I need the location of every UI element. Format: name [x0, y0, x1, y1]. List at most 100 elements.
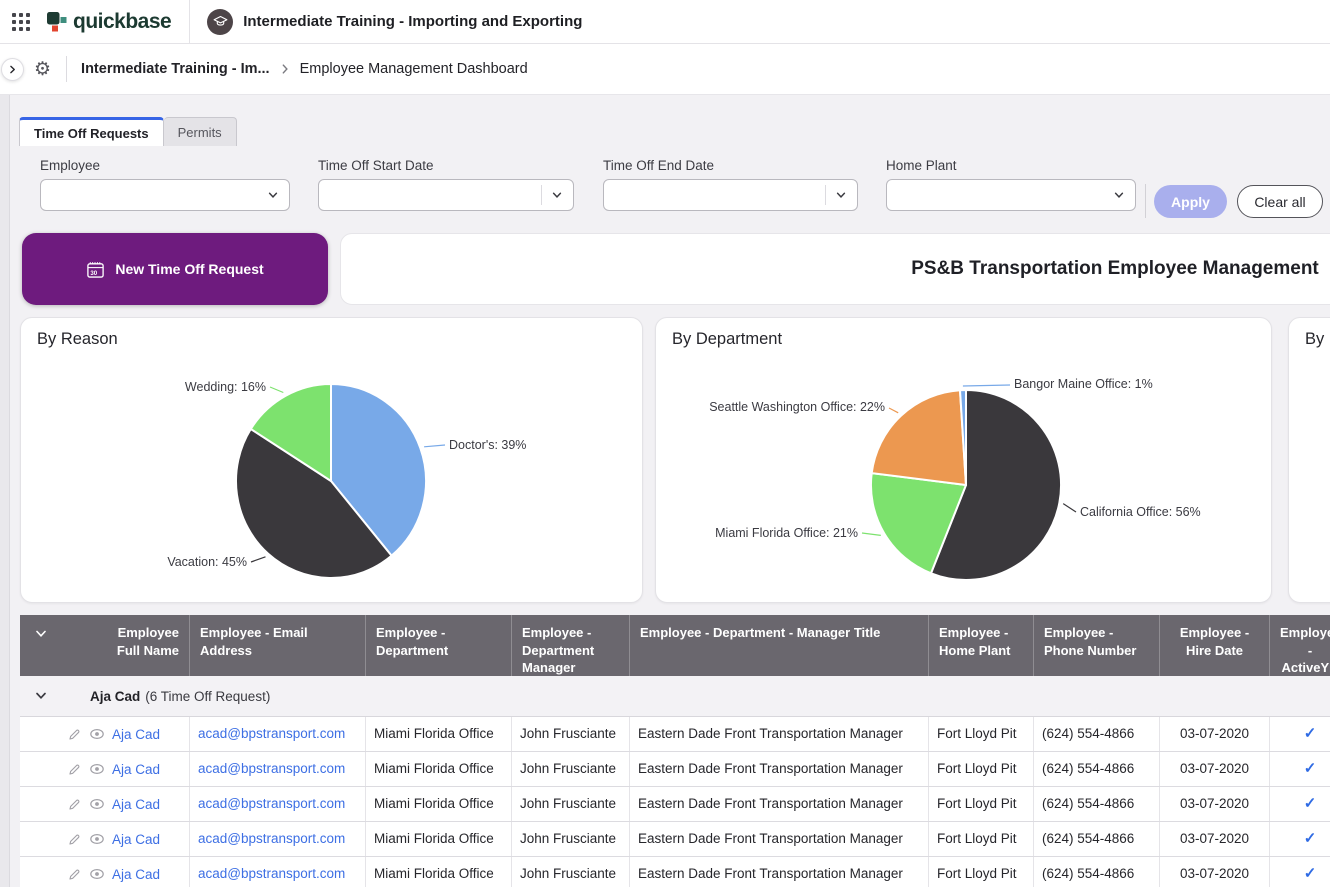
graduation-cap-icon — [207, 9, 233, 35]
column-header-hire-date[interactable]: Employee - Hire Date — [1160, 615, 1270, 677]
table-row: Aja Cad acad@bpstransport.com Miami Flor… — [20, 787, 1330, 822]
column-header-manager-title[interactable]: Employee - Department - Manager Title — [630, 615, 929, 677]
employee-name-link[interactable]: Aja Cad — [112, 858, 160, 887]
edit-record-icon[interactable] — [67, 832, 82, 847]
active-checkmark: ✓ — [1270, 787, 1330, 821]
manager-title-cell: Eastern Dade Front Transportation Manage… — [630, 717, 929, 751]
employee-name-link[interactable]: Aja Cad — [112, 788, 160, 821]
email-cell: acad@bpstransport.com — [190, 822, 366, 856]
table-row: Aja Cad acad@bpstransport.com Miami Flor… — [20, 752, 1330, 787]
active-checkmark: ✓ — [1270, 717, 1330, 751]
current-app[interactable]: Intermediate Training - Importing and Ex… — [207, 9, 582, 35]
employee-name-cell: Aja Cad — [61, 717, 190, 751]
manager-title-cell: Eastern Dade Front Transportation Manage… — [630, 822, 929, 856]
home-plant-cell: Fort Lloyd Pit — [929, 822, 1034, 856]
collapse-all-groups-button[interactable] — [20, 615, 61, 677]
column-header-phone[interactable]: Employee - Phone Number — [1034, 615, 1160, 677]
apply-button[interactable]: Apply — [1154, 185, 1227, 218]
pie-label: Miami Florida Office: 21% — [715, 526, 858, 540]
chevron-down-icon — [267, 189, 279, 201]
employee-name-cell: Aja Cad — [61, 752, 190, 786]
edit-record-icon[interactable] — [67, 867, 82, 882]
dashboard-title-card: PS&B Transportation Employee Management — [340, 233, 1330, 305]
quickbase-logo[interactable]: quickbase — [46, 10, 171, 34]
pie-chart-by-reason: Doctor's: 39%Vacation: 45%Wedding: 16% — [21, 318, 644, 604]
new-time-off-request-button[interactable]: 30 New Time Off Request — [22, 233, 328, 305]
view-record-icon[interactable] — [89, 866, 105, 882]
start-date-select[interactable] — [318, 179, 574, 211]
clear-all-button[interactable]: Clear all — [1237, 185, 1323, 218]
table-row: Aja Cad acad@bpstransport.com Miami Flor… — [20, 857, 1330, 887]
column-header-active[interactable]: Employee - ActiveYN — [1270, 615, 1330, 677]
end-date-select[interactable] — [603, 179, 858, 211]
employee-select[interactable] — [40, 179, 290, 211]
pie-slice[interactable] — [872, 390, 966, 485]
employee-email-link[interactable]: acad@bpstransport.com — [198, 726, 345, 741]
employee-email-link[interactable]: acad@bpstransport.com — [198, 761, 345, 776]
settings-gear-icon[interactable]: ⚙︎ — [34, 60, 51, 79]
edit-record-icon[interactable] — [67, 797, 82, 812]
employee-email-link[interactable]: acad@bpstransport.com — [198, 796, 345, 811]
department-manager-cell: John Frusciante — [512, 752, 630, 786]
department-manager-cell: John Frusciante — [512, 822, 630, 856]
employee-name-cell: Aja Cad — [61, 857, 190, 887]
tab-permits[interactable]: Permits — [164, 117, 237, 146]
chevron-down-icon — [835, 189, 847, 201]
home-plant-select[interactable] — [886, 179, 1136, 211]
filter-home-plant-label: Home Plant — [886, 158, 1136, 173]
pie-label: California Office: 56% — [1080, 505, 1201, 519]
group-row[interactable]: Aja Cad (6 Time Off Request) — [20, 676, 1330, 717]
employee-name-cell: Aja Cad — [61, 787, 190, 821]
employee-name-link[interactable]: Aja Cad — [112, 718, 160, 751]
department-cell: Miami Florida Office — [366, 822, 512, 856]
group-name: Aja Cad — [90, 689, 140, 704]
breadcrumb-chevron-icon — [280, 63, 290, 75]
employee-name-link[interactable]: Aja Cad — [112, 823, 160, 856]
phone-cell: (624) 554-4866 — [1034, 752, 1160, 786]
column-header-home-plant[interactable]: Employee - Home Plant — [929, 615, 1034, 677]
page-toolbar: ⚙︎ Intermediate Training - Im... Employe… — [0, 44, 1330, 95]
row-spacer-cell — [20, 857, 61, 887]
active-checkmark: ✓ — [1270, 752, 1330, 786]
edit-record-icon[interactable] — [67, 727, 82, 742]
employee-name-link[interactable]: Aja Cad — [112, 753, 160, 786]
filter-actions-divider — [1145, 184, 1146, 218]
email-cell: acad@bpstransport.com — [190, 787, 366, 821]
pie-label-leader-line — [1063, 504, 1076, 512]
pie-label-leader-line — [889, 408, 898, 413]
expand-sidebar-button[interactable] — [1, 58, 24, 81]
edit-record-icon[interactable] — [67, 762, 82, 777]
pie-label: Vacation: 45% — [167, 555, 247, 569]
department-manager-cell: John Frusciante — [512, 857, 630, 887]
app-launcher-icon[interactable] — [12, 13, 30, 31]
svg-text:30: 30 — [91, 269, 98, 276]
column-header-department-manager[interactable]: Employee - Department Manager — [512, 615, 630, 677]
column-header-full-name[interactable]: Employee Full Name — [61, 615, 190, 677]
department-cell: Miami Florida Office — [366, 752, 512, 786]
phone-cell: (624) 554-4866 — [1034, 857, 1160, 887]
column-header-department[interactable]: Employee - Department — [366, 615, 512, 677]
chart-title: By Department — [672, 330, 782, 349]
filter-start-date: Time Off Start Date — [318, 158, 574, 211]
view-record-icon[interactable] — [89, 726, 105, 742]
manager-title-cell: Eastern Dade Front Transportation Manage… — [630, 857, 929, 887]
active-checkmark: ✓ — [1270, 822, 1330, 856]
phone-cell: (624) 554-4866 — [1034, 822, 1160, 856]
view-record-icon[interactable] — [89, 831, 105, 847]
table-row: Aja Cad acad@bpstransport.com Miami Flor… — [20, 717, 1330, 752]
dashboard-content: Time Off Requests Permits Employee Time … — [0, 95, 1330, 887]
department-manager-cell: John Frusciante — [512, 717, 630, 751]
app-title: Intermediate Training - Importing and Ex… — [243, 13, 582, 30]
column-header-email[interactable]: Employee - Email Address — [190, 615, 366, 677]
tab-time-off-requests[interactable]: Time Off Requests — [19, 117, 164, 146]
view-record-icon[interactable] — [89, 761, 105, 777]
employee-email-link[interactable]: acad@bpstransport.com — [198, 866, 345, 881]
view-record-icon[interactable] — [89, 796, 105, 812]
employee-email-link[interactable]: acad@bpstransport.com — [198, 831, 345, 846]
chart-card-by-reason: Doctor's: 39%Vacation: 45%Wedding: 16% B… — [20, 317, 643, 603]
department-cell: Miami Florida Office — [366, 787, 512, 821]
chevron-down-icon[interactable] — [20, 689, 61, 703]
phone-cell: (624) 554-4866 — [1034, 717, 1160, 751]
breadcrumb-app[interactable]: Intermediate Training - Im... — [81, 61, 270, 77]
filter-home-plant: Home Plant — [886, 158, 1136, 211]
